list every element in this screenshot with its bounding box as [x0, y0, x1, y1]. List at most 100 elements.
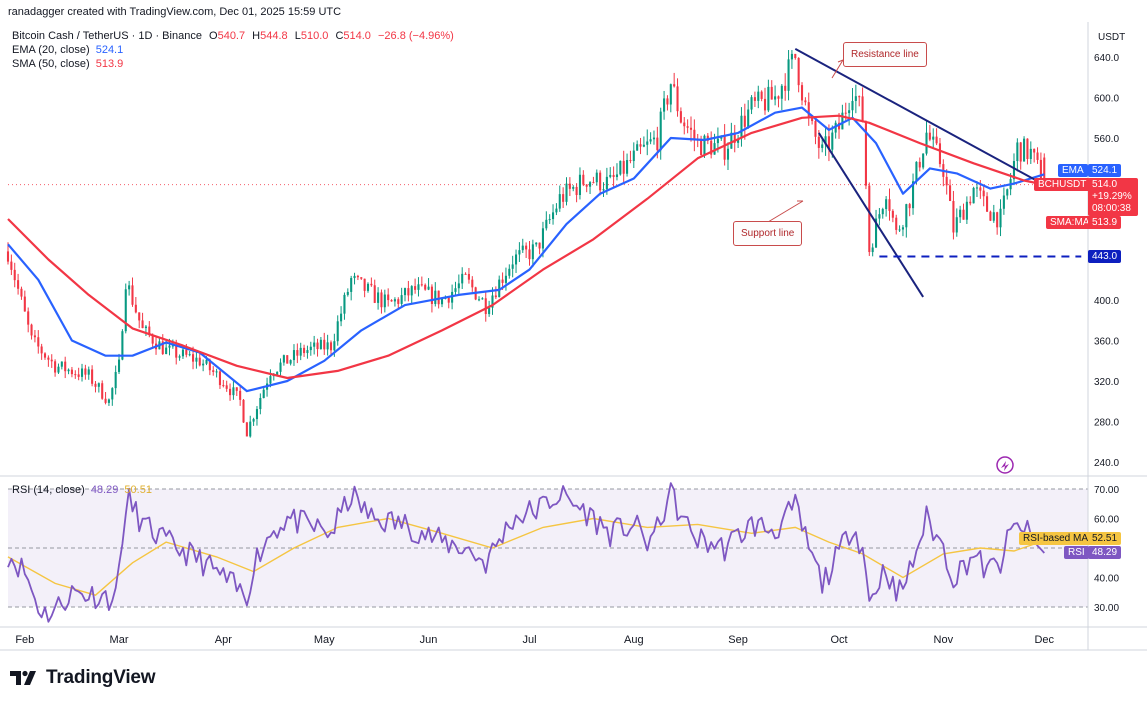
legend-ema-label: EMA (20, close): [12, 44, 90, 56]
candle: [235, 387, 238, 397]
legend-rsi[interactable]: RSI (14, close) 48.29 50.51: [12, 484, 152, 496]
candle: [114, 365, 117, 395]
candle: [821, 139, 824, 153]
candle: [467, 267, 470, 284]
candle-body: [898, 229, 901, 231]
candle-body: [915, 161, 918, 182]
candle: [881, 207, 884, 219]
candle: [202, 359, 205, 372]
candle-body: [800, 85, 804, 101]
price-tick-label: 640.0: [1094, 53, 1119, 64]
candle-body: [313, 342, 316, 347]
candle-body: [831, 132, 834, 150]
candle: [871, 243, 874, 257]
candle: [565, 177, 568, 206]
candle-body: [57, 366, 60, 373]
candle: [43, 352, 47, 360]
candle: [938, 137, 942, 168]
candle: [814, 115, 817, 145]
rsi-line: [7, 482, 1045, 623]
candle-body: [447, 297, 450, 303]
legend-ema[interactable]: EMA (20, close) 524.1: [12, 44, 123, 56]
legend-rsi-value: 48.29: [90, 484, 119, 496]
candle: [568, 177, 571, 197]
candle-body: [615, 174, 619, 178]
candle-body: [1043, 157, 1046, 185]
candle-body: [622, 160, 625, 174]
candle: [663, 90, 666, 120]
candle: [918, 157, 921, 172]
candle-body: [784, 85, 787, 91]
candle-body: [198, 357, 201, 366]
candle: [198, 352, 201, 367]
candle: [949, 179, 952, 202]
candle: [518, 242, 521, 262]
candle: [313, 335, 316, 355]
candle-body: [693, 129, 696, 139]
candle-body: [888, 199, 891, 211]
tradingview-logo[interactable]: TradingView: [10, 667, 156, 689]
candle-body: [461, 273, 464, 284]
legend-sma[interactable]: SMA (50, close) 513.9: [12, 58, 123, 70]
rsi-lines-layer: [7, 482, 1045, 623]
candle-body: [235, 387, 238, 391]
candle-body: [43, 353, 47, 358]
candle-body: [538, 242, 541, 249]
candle-body: [488, 307, 491, 315]
candle: [895, 214, 898, 235]
candle-body: [477, 299, 481, 301]
time-tick-label: Nov: [934, 634, 954, 646]
candle-body: [871, 247, 874, 253]
candle: [420, 276, 423, 287]
candle-body: [935, 136, 938, 144]
candle-body: [74, 374, 77, 376]
candle: [935, 128, 938, 146]
candle-body: [494, 295, 497, 298]
candle-body: [370, 283, 373, 286]
price-tick-label: 360.0: [1094, 337, 1119, 348]
candle-body: [77, 374, 80, 377]
candle-body: [619, 160, 622, 175]
candle: [817, 130, 820, 159]
candle-body: [918, 161, 921, 168]
candle-body: [723, 136, 726, 160]
candle-body: [780, 85, 783, 99]
candle-body: [1023, 138, 1026, 162]
candle: [249, 415, 252, 438]
candle-body: [33, 335, 36, 338]
candle-body: [827, 136, 830, 150]
candle: [521, 238, 524, 253]
candle-body: [861, 96, 864, 122]
candle: [646, 129, 649, 156]
candle-body: [821, 144, 824, 148]
candle: [750, 95, 753, 115]
candle: [188, 350, 191, 357]
reload-icon[interactable]: [996, 456, 1014, 474]
candle-body: [397, 299, 400, 304]
candle-body: [471, 279, 474, 288]
candle-body: [316, 342, 319, 350]
candle-body: [663, 98, 666, 112]
candle: [992, 204, 995, 223]
candle: [578, 167, 582, 200]
candle: [612, 166, 615, 188]
candle: [37, 330, 40, 354]
candle: [885, 196, 888, 217]
candle-body: [834, 122, 837, 133]
candle-body: [144, 326, 147, 329]
legend-rsi-label: RSI (14, close): [12, 484, 85, 496]
support-annotation[interactable]: Support line: [733, 221, 803, 246]
candle-body: [276, 371, 279, 375]
candle-body: [94, 383, 97, 387]
candle: [282, 354, 285, 366]
moving-averages-layer: [7, 106, 1045, 393]
candle: [837, 113, 841, 139]
candle-body: [171, 345, 174, 347]
candle-body: [336, 321, 339, 342]
candle-body: [726, 148, 730, 160]
currency-label: USDT: [1098, 32, 1126, 43]
candle: [323, 332, 326, 355]
candle: [794, 53, 797, 60]
resistance-annotation[interactable]: Resistance line: [843, 42, 927, 67]
